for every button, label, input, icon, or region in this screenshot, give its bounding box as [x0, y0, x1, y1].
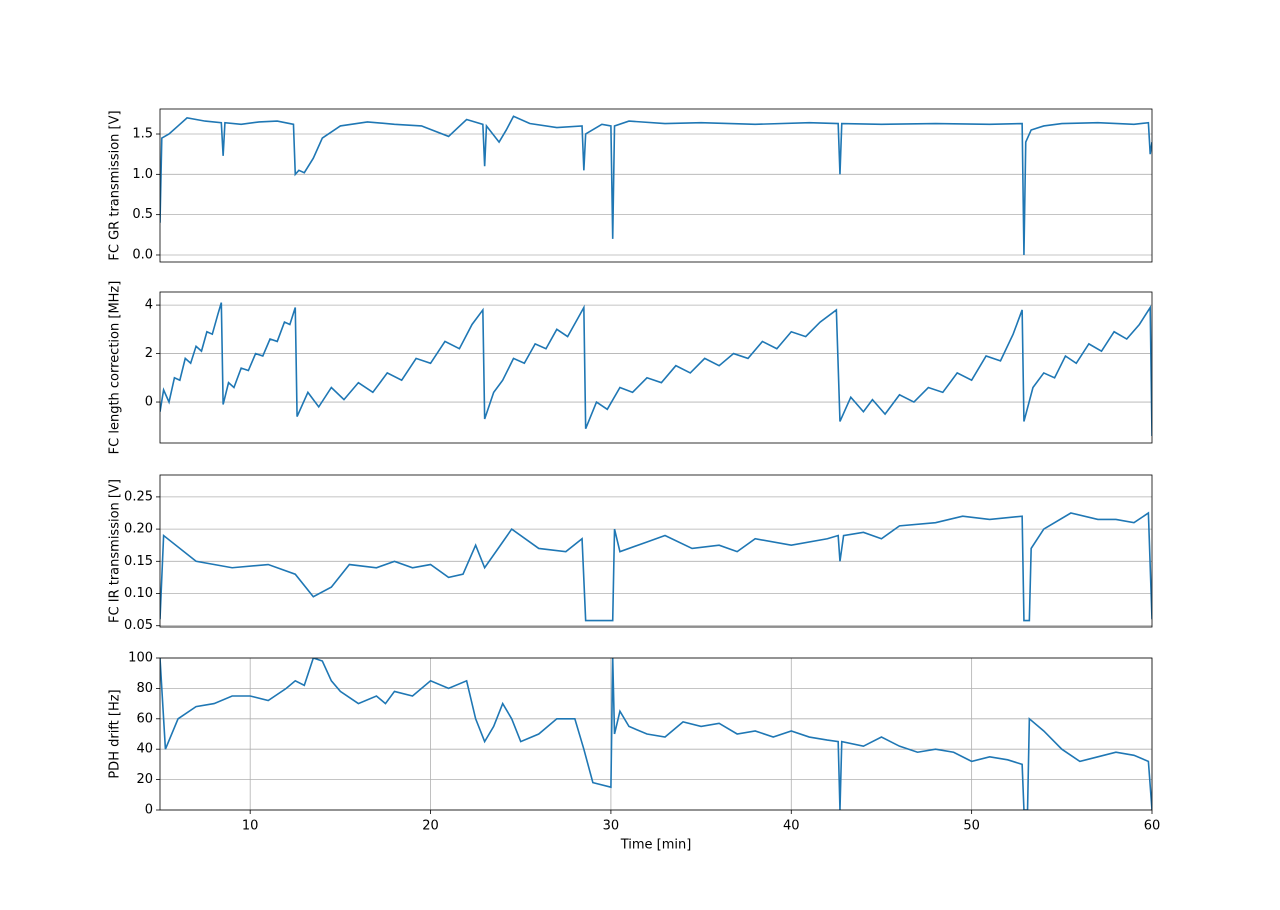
- y-tick-label: 0.15: [124, 554, 153, 569]
- x-tick-label: 60: [1144, 819, 1161, 834]
- y-tick-label: 4: [145, 298, 153, 313]
- y-axis-label: FC GR transmission [V]: [108, 110, 123, 260]
- data-line: [160, 511, 1152, 622]
- y-tick-label: 0.25: [124, 489, 153, 504]
- y-axis-label: PDH drift [Hz]: [108, 689, 123, 778]
- data-line: [160, 115, 1152, 255]
- y-tick-label: 0.0: [132, 247, 153, 262]
- x-axis-label: Time [min]: [620, 838, 692, 853]
- axes-frame: [159, 108, 1153, 263]
- axes-frame: [159, 474, 1153, 628]
- y-tick-label: 1.5: [132, 127, 153, 142]
- x-tick-label: 50: [963, 819, 980, 834]
- x-tick-label: 40: [783, 819, 800, 834]
- y-tick-label: 100: [128, 651, 153, 666]
- data-line: [160, 302, 1152, 436]
- axes-frame: [159, 657, 1153, 811]
- y-tick-label: 0: [145, 395, 153, 410]
- y-tick-label: 2: [145, 346, 153, 361]
- axes-frame: [159, 291, 1153, 444]
- y-tick-label: 0.5: [132, 207, 153, 222]
- y-axis-label: FC IR transmission [V]: [108, 479, 123, 623]
- y-tick-label: 0.20: [124, 522, 153, 537]
- x-tick-label: 30: [603, 819, 620, 834]
- y-tick-label: 1.0: [132, 167, 153, 182]
- y-tick-label: 0.10: [124, 586, 153, 601]
- y-axis-label: FC length correction [MHz]: [108, 281, 123, 455]
- y-tick-label: 80: [136, 681, 153, 696]
- y-tick-label: 0: [145, 803, 153, 818]
- y-tick-label: 40: [136, 742, 153, 757]
- y-tick-label: 0.05: [124, 618, 153, 633]
- y-tick-label: 60: [136, 711, 153, 726]
- x-tick-label: 10: [242, 819, 259, 834]
- x-tick-label: 20: [422, 819, 439, 834]
- data-line: [160, 658, 1152, 810]
- y-tick-label: 20: [136, 772, 153, 787]
